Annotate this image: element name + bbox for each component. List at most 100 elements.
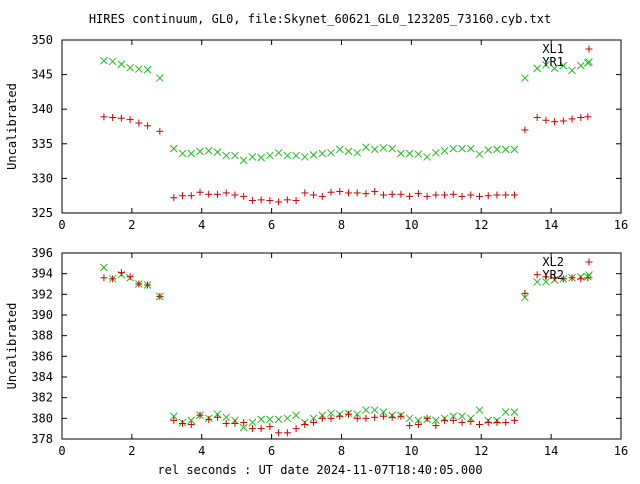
x-tick-label: 12 (474, 444, 488, 458)
data-point-d2 (257, 415, 265, 424)
chart-panel-1: 0 2 4 6 8 10 12 14 16 325 330 335 340 345 350 Uncalibra… (5, 33, 628, 232)
data-point (521, 289, 529, 297)
data-point-d2 (204, 146, 213, 155)
data-point-d2 (327, 148, 335, 157)
data-point-d2 (335, 145, 344, 154)
data-point-d2 (274, 148, 283, 157)
data-point (301, 189, 309, 197)
data-point-d2 (292, 411, 300, 420)
data-point (187, 416, 196, 425)
data-point (187, 149, 196, 158)
data-point-d2 (248, 418, 257, 427)
data-point (169, 144, 178, 153)
data-point (213, 413, 221, 421)
data-point (310, 191, 318, 199)
data-point (397, 190, 405, 198)
data-point-d2 (458, 412, 466, 421)
data-point (144, 122, 152, 130)
data-point (423, 192, 431, 200)
data-point (335, 145, 344, 154)
data-point (559, 275, 567, 283)
data-point-d2 (362, 406, 370, 414)
legend-label: XL2 (542, 255, 564, 269)
data-point (248, 418, 257, 427)
data-point-d2 (135, 65, 143, 73)
data-point-d2 (178, 149, 187, 158)
data-point (414, 150, 423, 159)
data-point (318, 149, 327, 158)
data-point (405, 414, 414, 423)
data-point (100, 263, 108, 272)
data-point (510, 408, 519, 416)
data-point (240, 418, 248, 426)
data-point (100, 274, 108, 282)
x-tick-label: 16 (614, 218, 628, 232)
data-point (533, 114, 541, 122)
data-point (542, 116, 550, 124)
data-point (143, 65, 152, 74)
data-point (388, 413, 396, 421)
data-point (274, 415, 283, 424)
plot-frame (61, 39, 622, 214)
data-point-d2 (309, 151, 318, 159)
data-point (432, 422, 440, 430)
data-point (370, 406, 379, 414)
y-tick-label: 386 (31, 349, 53, 363)
plot-frame (61, 252, 622, 440)
series-YR1 (100, 56, 592, 165)
data-point (292, 197, 300, 205)
data-point (484, 418, 492, 426)
data-point (283, 151, 292, 160)
data-point (126, 63, 134, 72)
y-tick-label: 380 (31, 411, 53, 425)
data-point (584, 274, 592, 282)
data-point-d2 (423, 153, 431, 161)
data-point (117, 60, 126, 69)
data-point-d2 (379, 408, 388, 416)
data-point (336, 188, 344, 196)
y-tick-label: 340 (31, 102, 53, 116)
x-tick-label: 6 (268, 444, 275, 458)
data-point (533, 278, 542, 286)
data-point (327, 148, 335, 157)
data-point-d2 (117, 60, 126, 69)
data-point-d2 (126, 63, 134, 72)
data-point (187, 421, 195, 429)
data-point (542, 61, 550, 69)
data-point (213, 148, 222, 156)
data-point (248, 153, 257, 161)
data-point (257, 425, 265, 433)
data-point (205, 415, 213, 423)
data-point (521, 293, 529, 302)
data-point (301, 421, 309, 429)
x-tick-label: 6 (268, 218, 275, 232)
data-point (213, 190, 221, 198)
data-point (109, 114, 117, 122)
data-point-d2 (440, 146, 449, 155)
data-point (300, 153, 309, 161)
data-point-d2 (501, 145, 510, 154)
data-point (362, 143, 370, 152)
x-tick-label: 16 (614, 444, 628, 458)
data-point (493, 418, 501, 426)
data-point (100, 113, 108, 121)
data-point (362, 406, 370, 414)
data-point (577, 275, 585, 283)
data-point-d2 (370, 145, 379, 154)
data-point (441, 191, 449, 199)
data-point (327, 188, 335, 196)
data-point (344, 147, 353, 156)
y-tick-label: 335 (31, 137, 53, 151)
data-point (135, 280, 143, 288)
data-point (257, 196, 265, 204)
data-point (475, 150, 484, 159)
data-point-d2 (100, 56, 108, 65)
data-point (501, 408, 510, 416)
data-point-d2 (550, 64, 559, 73)
data-point (440, 146, 449, 155)
data-point (576, 61, 585, 70)
data-point (559, 117, 567, 125)
data-point-d2 (576, 61, 585, 70)
